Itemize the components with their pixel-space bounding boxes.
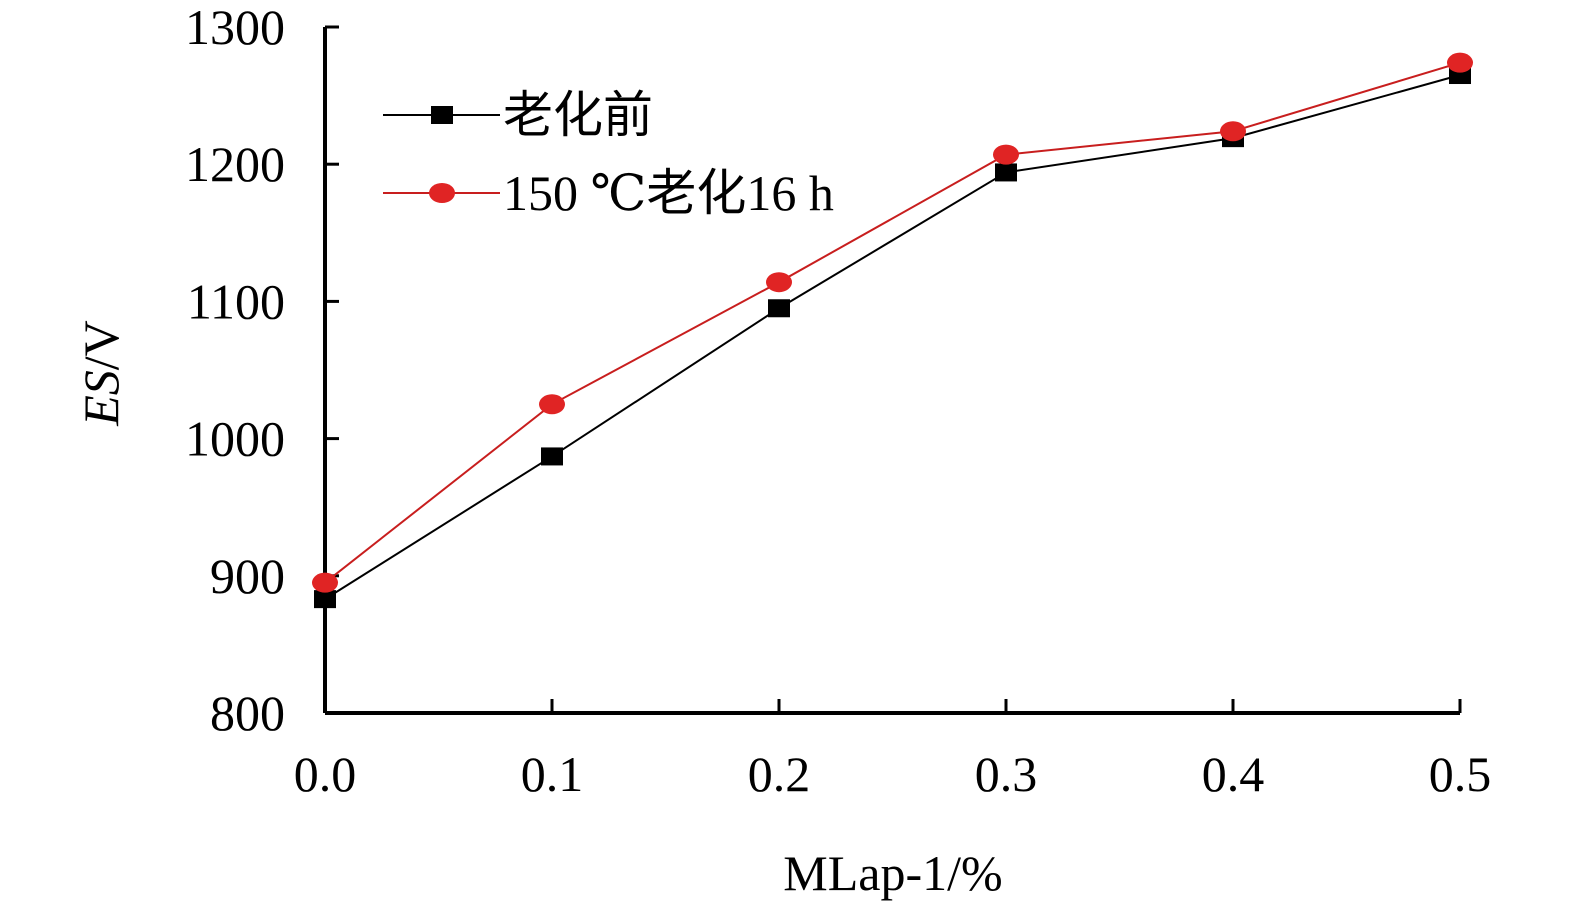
y-tick-label: 1300	[185, 0, 285, 55]
y-axis-title-quantity: ES	[73, 370, 129, 427]
y-tick-label: 1000	[185, 411, 285, 467]
x-tick-label: 0.1	[521, 746, 584, 802]
legend-item-2: 150 ℃老化16 h	[383, 165, 834, 221]
series-line	[324, 74, 1461, 600]
y-tick-label: 800	[210, 685, 285, 741]
data-point-circle	[766, 272, 792, 293]
data-point-square	[995, 163, 1017, 182]
legend-label: 老化前	[503, 87, 653, 143]
legend-item-1: 老化前	[383, 87, 653, 143]
legend-marker-square	[431, 106, 453, 124]
data-point-circle	[312, 572, 338, 593]
x-tick-label: 0.3	[975, 746, 1038, 802]
y-axis-title-unit: /V	[73, 320, 129, 370]
legend-marker-circle	[429, 183, 455, 203]
series-layer	[312, 52, 1473, 609]
data-point-circle	[1447, 52, 1473, 73]
data-point-square	[768, 299, 790, 318]
y-tick-label: 1200	[185, 136, 285, 192]
data-point-circle	[1220, 121, 1246, 142]
axes: 800 900 1000 1100 1200 1300 0.0 0.1 0.2 0.3 0.4 0.5	[185, 0, 1491, 802]
x-tick-label: 0.4	[1202, 746, 1265, 802]
data-point-circle	[539, 394, 565, 415]
data-point-circle	[993, 144, 1019, 165]
data-point-square	[314, 590, 336, 609]
x-axis-title: MLap-1/%	[783, 845, 1002, 901]
legend: 老化前 150 ℃老化16 h	[383, 87, 834, 221]
y-axis-title: ES/V	[73, 320, 129, 427]
x-tick-label: 0.0	[294, 746, 357, 802]
y-tick-label: 1100	[187, 273, 285, 329]
series-line	[324, 61, 1461, 584]
y-tick-label: 900	[210, 548, 285, 604]
x-tick-label: 0.2	[748, 746, 811, 802]
series-2	[312, 52, 1473, 593]
x-tick-label: 0.5	[1429, 746, 1492, 802]
legend-label: 150 ℃老化16 h	[503, 165, 834, 221]
data-point-square	[541, 447, 563, 466]
series-1	[314, 66, 1471, 609]
